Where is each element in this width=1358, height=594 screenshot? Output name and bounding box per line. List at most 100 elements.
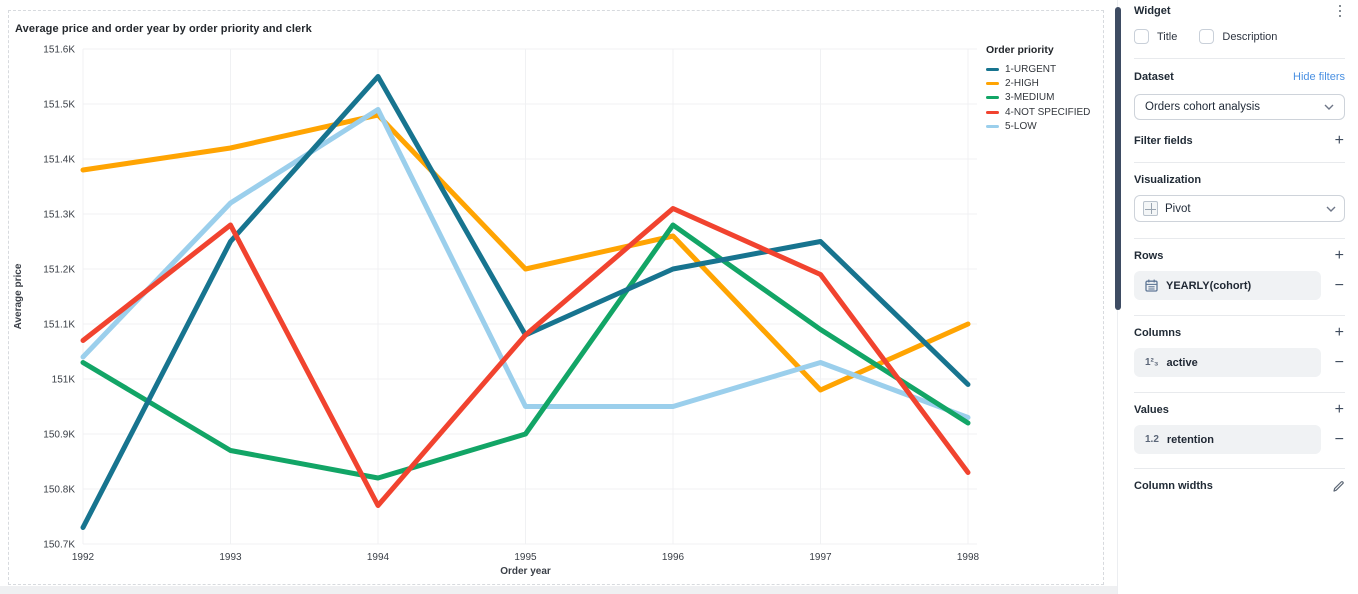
divider (1134, 315, 1345, 316)
dataset-selected-value: Orders cohort analysis (1145, 101, 1261, 113)
widget-toggles-row: Title Description (1134, 29, 1345, 44)
visualization-select[interactable]: Pivot (1134, 195, 1345, 222)
remove-row-button[interactable]: − (1334, 276, 1344, 294)
widget-header-row: Widget (1134, 4, 1345, 18)
widget-heading: Widget (1134, 5, 1171, 17)
values-item-label: retention (1166, 433, 1214, 446)
divider (1134, 58, 1345, 59)
svg-text:151K: 151K (52, 375, 76, 386)
rows-item-yearly-cohort[interactable]: YEARLY(cohort) (1134, 271, 1321, 300)
remove-value-button[interactable]: − (1334, 430, 1344, 448)
columns-heading: Columns (1134, 327, 1182, 339)
visualization-header-row: Visualization (1134, 173, 1345, 187)
legend-items: 1-URGENT 2-HIGH 3-MEDIUM 4-NOT SPECIFIED 5-L… (986, 62, 1104, 134)
dataset-header-row: Dataset Hide filters (1134, 70, 1345, 84)
chevron-down-icon (1324, 104, 1334, 110)
column-widths-heading: Column widths (1134, 480, 1213, 492)
svg-text:1995: 1995 (514, 552, 537, 563)
legend-label: 5-LOW (1005, 121, 1037, 133)
values-heading: Values (1134, 404, 1169, 416)
pivot-table-icon (1143, 201, 1158, 216)
columns-item-label: active (1166, 356, 1198, 369)
legend-label: 4-NOT SPECIFIED (1005, 106, 1091, 118)
svg-text:151.5K: 151.5K (43, 100, 75, 111)
legend-item[interactable]: 2-HIGH (986, 76, 1104, 90)
legend-swatch-icon (986, 67, 999, 71)
columns-item-row: 1²₃ active − (1134, 348, 1345, 377)
visualization-selected-value: Pivot (1165, 202, 1191, 215)
integer-type-icon: 1²₃ (1145, 357, 1159, 368)
add-value-button[interactable]: + (1334, 401, 1344, 418)
legend-label: 2-HIGH (1005, 78, 1039, 90)
chart-widget-card[interactable]: 150.7K 150.8K 150.9K 151K 151.1K 151.2K 151.3K… (8, 10, 1104, 585)
svg-text:1996: 1996 (662, 552, 685, 563)
pencil-icon[interactable] (1332, 480, 1345, 493)
legend-swatch-icon (986, 96, 999, 100)
rows-item-row: YEARLY(cohort) − (1134, 271, 1345, 300)
divider (1134, 238, 1345, 239)
legend-item[interactable]: 1-URGENT (986, 62, 1104, 76)
panel-resize-handle[interactable] (1115, 7, 1121, 310)
values-item-retention[interactable]: 1.2 retention (1134, 425, 1321, 454)
title-checkbox-label: Title (1157, 30, 1178, 43)
values-header-row: Values + (1134, 401, 1345, 418)
legend-label: 1-URGENT (1005, 63, 1057, 75)
kebab-menu-icon[interactable] (1335, 3, 1346, 20)
add-column-button[interactable]: + (1334, 324, 1344, 341)
legend-swatch-icon (986, 125, 999, 129)
divider (1134, 162, 1345, 163)
hide-filters-link[interactable]: Hide filters (1293, 71, 1345, 83)
rows-header-row: Rows + (1134, 247, 1345, 264)
legend-label: 3-MEDIUM (1005, 92, 1055, 104)
calendar-icon (1145, 279, 1158, 292)
svg-text:151.6K: 151.6K (43, 45, 75, 56)
description-checkbox-label: Description (1222, 30, 1278, 43)
legend-item[interactable]: 4-NOT SPECIFIED (986, 105, 1104, 119)
svg-text:1992: 1992 (72, 552, 95, 563)
values-item-row: 1.2 retention − (1134, 425, 1345, 454)
chart-title: Average price and order year by order pr… (15, 23, 312, 35)
svg-text:Average price: Average price (13, 263, 24, 329)
columns-header-row: Columns + (1134, 324, 1345, 341)
filter-fields-row: Filter fields + (1134, 132, 1345, 149)
svg-text:150.8K: 150.8K (43, 485, 75, 496)
divider (1134, 468, 1345, 469)
title-checkbox[interactable] (1134, 29, 1149, 44)
canvas-bottom-strip (0, 586, 1117, 594)
svg-text:150.9K: 150.9K (43, 430, 75, 441)
visualization-heading: Visualization (1134, 174, 1202, 186)
column-widths-row: Column widths (1134, 479, 1345, 493)
svg-text:150.7K: 150.7K (43, 540, 75, 551)
chart-legend: Order priority 1-URGENT 2-HIGH 3-MEDIUM 4-N… (986, 44, 1104, 134)
rows-item-label: YEARLY(cohort) (1166, 279, 1252, 292)
dataset-heading: Dataset (1134, 71, 1174, 83)
settings-sidebar: Widget Title Description Dataset Hide fi… (1117, 0, 1358, 594)
remove-column-button[interactable]: − (1334, 353, 1344, 371)
divider (1134, 392, 1345, 393)
legend-title: Order priority (986, 44, 1054, 56)
chevron-down-icon (1326, 206, 1336, 212)
svg-text:151.3K: 151.3K (43, 210, 75, 221)
line-chart[interactable]: 150.7K 150.8K 150.9K 151K 151.1K 151.2K 151.3K… (9, 11, 1105, 586)
svg-text:151.4K: 151.4K (43, 155, 75, 166)
svg-text:151.2K: 151.2K (43, 265, 75, 276)
dataset-select[interactable]: Orders cohort analysis (1134, 94, 1345, 120)
add-filter-field-button[interactable]: + (1334, 132, 1344, 149)
filter-fields-heading: Filter fields (1134, 135, 1193, 147)
svg-text:1998: 1998 (957, 552, 980, 563)
description-checkbox[interactable] (1199, 29, 1215, 44)
svg-text:1993: 1993 (219, 552, 242, 563)
legend-swatch-icon (986, 110, 999, 114)
decimal-type-icon: 1.2 (1145, 434, 1159, 445)
svg-text:151.1K: 151.1K (43, 320, 75, 331)
legend-item[interactable]: 5-LOW (986, 120, 1104, 134)
legend-swatch-icon (986, 82, 999, 86)
svg-text:1994: 1994 (367, 552, 390, 563)
legend-item[interactable]: 3-MEDIUM (986, 91, 1104, 105)
columns-item-active[interactable]: 1²₃ active (1134, 348, 1321, 377)
svg-text:1997: 1997 (809, 552, 832, 563)
add-row-button[interactable]: + (1334, 247, 1344, 264)
svg-text:Order year: Order year (500, 566, 551, 577)
rows-heading: Rows (1134, 250, 1164, 262)
